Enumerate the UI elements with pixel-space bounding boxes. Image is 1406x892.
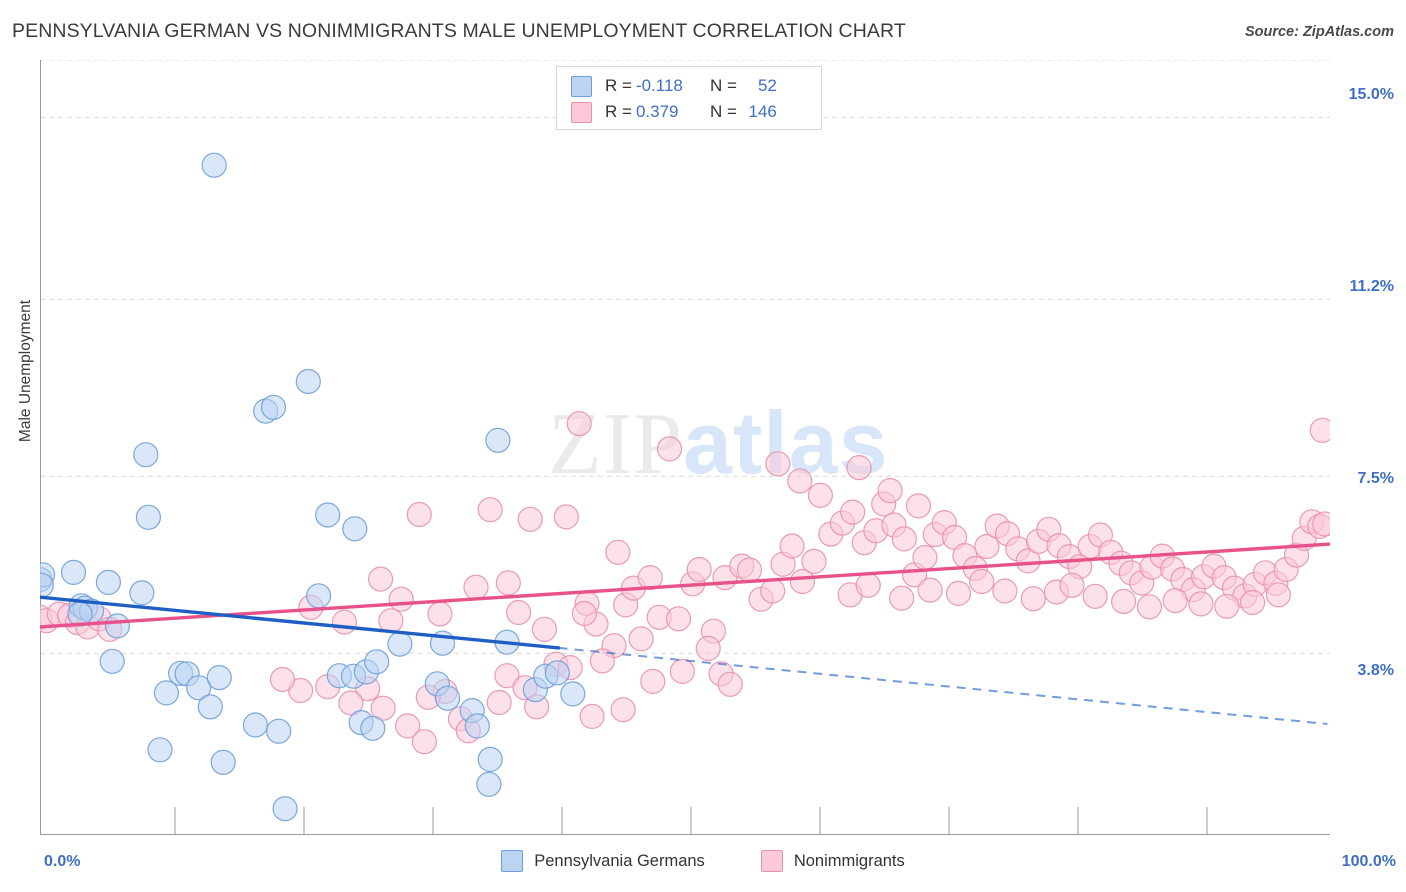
trendline-pennsylvania-germans (40, 595, 1328, 725)
correlation-row-blue: R = -0.118 N = 52 (571, 73, 811, 99)
correlation-row-pink: R = 0.379 N = 146 (571, 99, 811, 125)
y-tick-label-15: 15.0% (1348, 86, 1394, 103)
trendline-nonimmigrants (40, 542, 1330, 629)
legend-swatch-pink-icon (571, 101, 592, 123)
gridlines (40, 60, 1330, 654)
series-swatch-pink-icon (760, 850, 783, 872)
scatter-points-nonimmigrants (40, 411, 1330, 755)
y-axis-title: Male Unemployment (17, 299, 34, 443)
x-tick-marks (174, 807, 1208, 835)
legend-swatch-blue-icon (571, 75, 592, 97)
x-tick-label-max: 100.0% (1341, 853, 1396, 870)
corr-n-value-pink: 146 (748, 102, 777, 121)
source-label: Source: ZipAtlas.com (1244, 24, 1394, 40)
plot-area (40, 60, 1330, 835)
corr-r-label-blue: R = (605, 76, 632, 95)
series-legend-label-nonimmigrants: Nonimmigrants (793, 851, 905, 870)
corr-n-value-blue: 52 (757, 76, 777, 95)
series-swatch-blue-icon (501, 850, 524, 872)
y-tick-label-7: 7.5% (1357, 470, 1394, 487)
corr-r-label-pink: R = (605, 102, 632, 121)
corr-r-value-blue: -0.118 (635, 76, 683, 95)
y-tick-label-3: 3.8% (1357, 662, 1394, 679)
series-legend-label-pennsylvania-germans: Pennsylvania Germans (534, 851, 705, 870)
axis-lines (40, 60, 1330, 835)
y-tick-label-11: 11.2% (1349, 278, 1394, 295)
series-legend-item-pennsylvania-germans[interactable]: Pennsylvania Germans (501, 850, 705, 872)
corr-n-label-blue: N = (709, 76, 737, 95)
chart-title: PENNSYLVANIA GERMAN VS NONIMMIGRANTS MAL… (12, 20, 906, 42)
series-legend-item-nonimmigrants[interactable]: Nonimmigrants (760, 850, 905, 872)
corr-r-value-pink: 0.379 (635, 102, 679, 121)
x-tick-label-min: 0.0% (44, 853, 81, 870)
scatter-points-pennsylvania-germans (40, 152, 586, 822)
correlation-legend: R = -0.118 N = 52 R = 0.379 N = 146 (556, 66, 822, 130)
series-legend: Pennsylvania Germans Nonimmigrants (0, 850, 1406, 872)
scatter-plot-svg (40, 60, 1330, 835)
corr-n-label-pink: N = (709, 102, 737, 121)
